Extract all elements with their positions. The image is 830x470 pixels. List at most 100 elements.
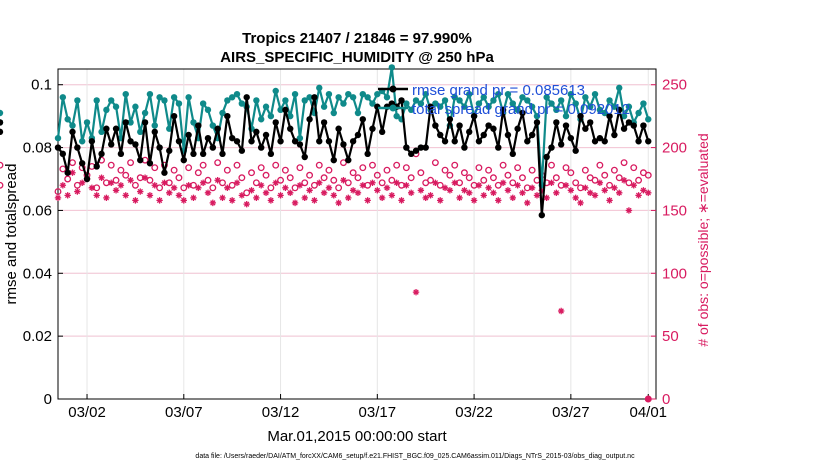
totalspread-point — [306, 94, 313, 101]
obs-evaluated-marker — [267, 197, 275, 204]
totalspread-point — [437, 103, 444, 110]
obs-evaluated-marker — [287, 189, 294, 197]
obs-evaluated-marker — [112, 187, 120, 194]
totalspread-point — [122, 90, 129, 98]
rmse-point — [137, 156, 144, 164]
obs-evaluated-marker — [374, 187, 381, 194]
legend-spread-marker — [389, 104, 397, 112]
obs-possible-marker — [581, 166, 589, 174]
rmse-point — [248, 138, 255, 145]
obs-evaluated-marker — [243, 200, 250, 208]
obs-possible-marker — [402, 164, 410, 172]
totalspread-point — [287, 112, 294, 120]
obs-possible-marker — [475, 164, 483, 172]
obs-evaluated-marker — [591, 192, 599, 199]
totalspread-point — [74, 97, 81, 104]
obs-possible-marker — [504, 171, 512, 179]
legend-rmse-label: rmse grand pr = 0.085613 — [412, 82, 585, 99]
x-tick-label: 04/01 — [629, 404, 667, 421]
obs-possible-marker — [277, 176, 285, 184]
obs-evaluated-marker — [209, 199, 217, 207]
chart-subtitle: AIRS_SPECIFIC_HUMIDITY @ 250 hPa — [220, 49, 494, 66]
totalspread-point — [156, 94, 163, 101]
rmse-point — [543, 153, 550, 161]
rmse-point — [64, 169, 71, 176]
rmse-point — [59, 150, 67, 158]
obs-possible-marker — [238, 174, 246, 182]
x-ticks: 03/02 03/07 03/12 03/17 03/22 03/27 04/01 — [68, 394, 667, 421]
totalspread-point — [504, 90, 512, 98]
rmse-point — [601, 138, 608, 145]
obs-possible-marker — [519, 174, 526, 182]
obs-possible-marker — [407, 174, 415, 182]
obs-possible-marker — [320, 174, 328, 182]
rmse-point — [577, 112, 584, 120]
obs-evaluated-marker — [306, 187, 313, 194]
rmse-point — [369, 125, 376, 132]
totalspread-point — [296, 134, 304, 142]
totalspread-point — [146, 90, 154, 98]
rmse-point — [238, 147, 246, 154]
totalspread-point — [112, 103, 120, 110]
obs-possible-marker — [378, 179, 386, 187]
x-tick-label: 03/22 — [455, 404, 493, 421]
totalspread-point — [485, 103, 492, 110]
obs-possible-marker — [451, 161, 459, 169]
obs-evaluated-marker — [349, 187, 357, 194]
obs-evaluated-marker — [393, 179, 400, 186]
rmse-point — [437, 131, 444, 139]
totalspread-point — [282, 97, 289, 104]
rmse-point — [224, 112, 231, 120]
rmse-point — [441, 138, 449, 145]
rmse-point — [301, 153, 308, 161]
obs-possible-marker — [175, 174, 183, 182]
rmse-point — [495, 144, 502, 151]
y2-tick-label: 250 — [662, 77, 687, 94]
totalspread-point — [417, 100, 425, 107]
rmse-point — [0, 119, 4, 126]
obs-possible-marker — [252, 179, 260, 187]
totalspread-point — [451, 94, 458, 101]
obs-possible-marker — [170, 166, 178, 174]
totalspread-point — [422, 90, 429, 98]
obs-possible-marker — [228, 181, 236, 189]
obs-possible-marker — [64, 175, 72, 183]
rmse-point — [562, 122, 570, 129]
totalspread-point — [262, 103, 270, 110]
totalspread-point — [161, 97, 168, 104]
obs-possible-marker — [446, 171, 454, 179]
rmse-point — [180, 156, 187, 164]
totalspread-point — [151, 122, 158, 129]
obs-evaluated-marker — [137, 188, 144, 195]
rmse-point — [456, 122, 463, 129]
obs-possible-marker — [257, 164, 265, 172]
totalspread-point — [591, 90, 599, 98]
obs-evaluated-marker — [325, 184, 333, 191]
obs-evaluated-marker — [74, 188, 81, 195]
x-tick-label: 03/07 — [165, 404, 203, 421]
obs-evaluated-marker — [330, 192, 337, 199]
rmse-point — [122, 119, 129, 126]
rmse-point — [591, 138, 599, 145]
legend-rmse-marker — [389, 85, 397, 93]
obs-possible-marker — [509, 179, 517, 187]
obs-possible-marker — [185, 164, 193, 172]
obs-evaluated-marker — [88, 184, 96, 191]
rmse-point — [78, 160, 86, 167]
obs-evaluated-marker — [117, 182, 125, 189]
obs-possible-marker — [233, 161, 241, 169]
rmse-point — [103, 125, 110, 132]
totalspread-point — [616, 84, 623, 92]
rmse-point — [398, 97, 405, 104]
obs-evaluated-marker — [485, 184, 492, 191]
rmse-point — [417, 144, 425, 151]
obs-possible-marker — [107, 161, 115, 169]
totalspread-point — [209, 122, 217, 129]
rmse-point — [359, 116, 367, 123]
obs-evaluated-marker — [320, 189, 328, 197]
obs-evaluated-marker — [417, 187, 425, 194]
rmse-point — [141, 119, 149, 126]
obs-evaluated-marker — [233, 179, 241, 186]
